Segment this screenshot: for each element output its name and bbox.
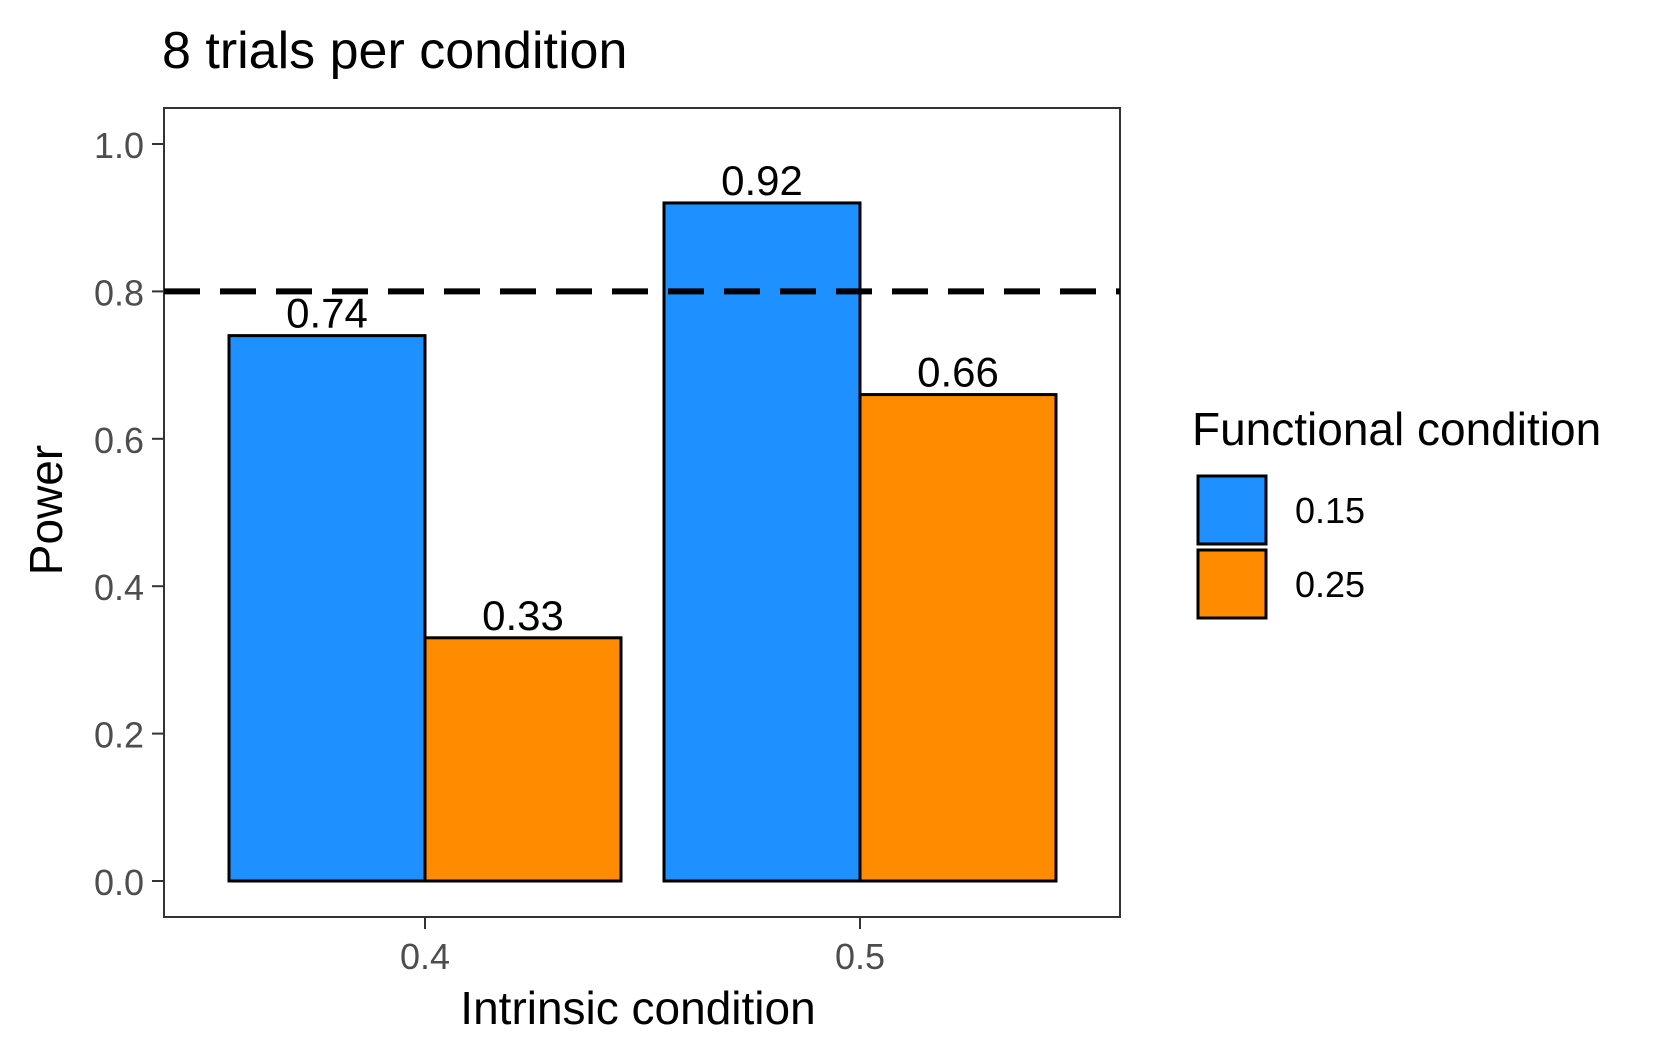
y-axis-label: Power	[20, 445, 72, 575]
x-axis-label: Intrinsic condition	[460, 982, 815, 1034]
bar-0.15-0.5	[662, 201, 862, 883]
x-tick-label: 0.5	[835, 936, 885, 977]
y-tick-label: 0.4	[94, 567, 144, 608]
y-tick-label: 0.2	[94, 715, 144, 756]
chart-title: 8 trials per condition	[162, 22, 627, 80]
legend-title: Functional condition	[1192, 403, 1601, 455]
y-tick-label: 0.8	[94, 272, 144, 313]
data-label: 0.74	[286, 290, 368, 337]
legend-label: 0.25	[1295, 564, 1365, 605]
bar-0.25-0.4	[423, 636, 623, 883]
data-label: 0.33	[482, 592, 564, 639]
x-tick-label: 0.4	[400, 936, 450, 977]
legend-key-0.15	[1196, 474, 1268, 546]
y-tick-label: 0.0	[94, 862, 144, 903]
legend-key-0.25	[1196, 548, 1268, 620]
data-label: 0.92	[721, 157, 803, 204]
bar-0.15-0.4	[227, 334, 427, 883]
plot-area: 0.0 0.2 0.4 0.6 0.8 1.0 0.4 0.5 0.74 0.33 0.92 0.66	[94, 107, 1121, 977]
plot-panel-border	[163, 107, 1121, 918]
bar-0.25-0.5	[858, 393, 1058, 883]
y-tick-label: 1.0	[94, 125, 144, 166]
legend-label: 0.15	[1295, 490, 1365, 531]
y-tick-label: 0.6	[94, 420, 144, 461]
legend: Functional condition 0.15 0.25	[1192, 403, 1601, 620]
data-label: 0.66	[917, 349, 999, 396]
